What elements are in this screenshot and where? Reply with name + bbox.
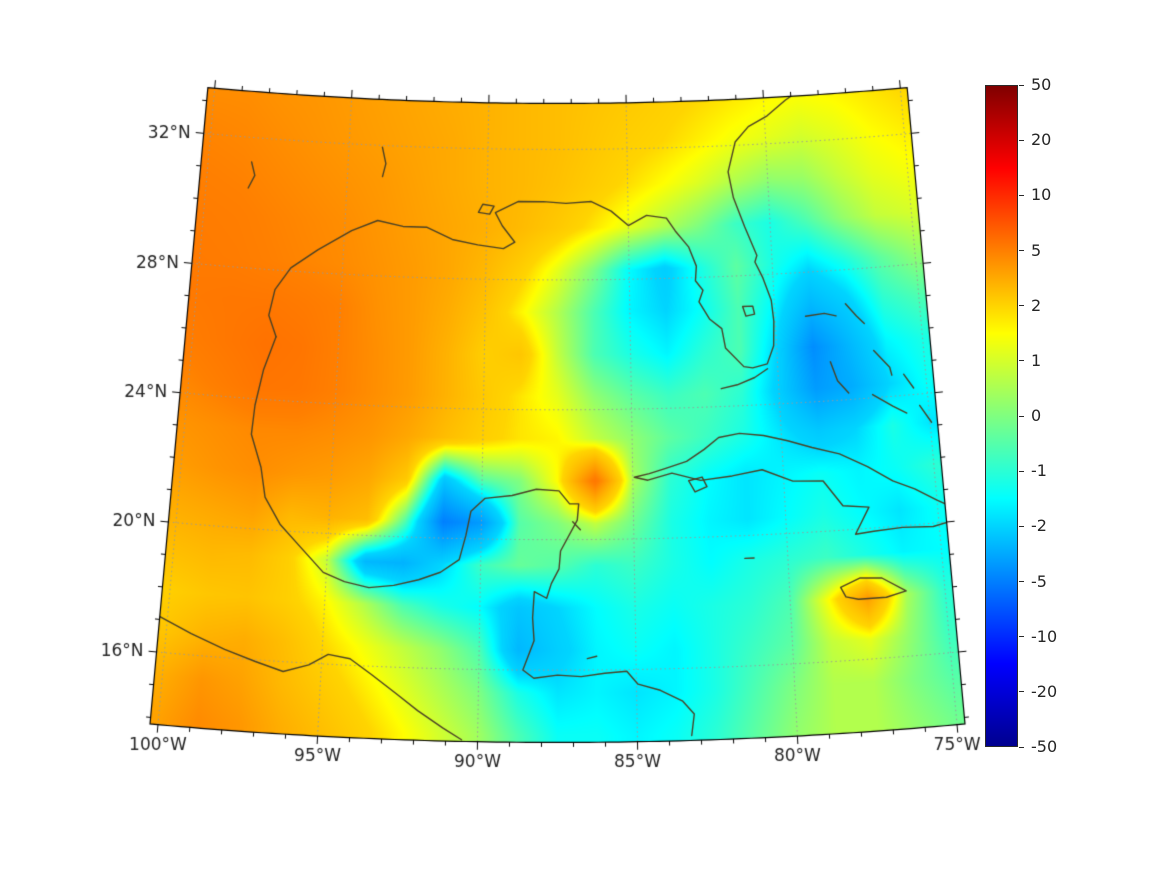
colorbar-tick (1019, 250, 1024, 251)
colorbar-tick-label: -2 (1031, 516, 1047, 536)
colorbar-tick (1019, 525, 1024, 527)
colorbar-tick (1019, 415, 1024, 417)
colorbar-tick-label: -1 (1031, 461, 1047, 481)
colorbar-tick-label: 2 (1031, 295, 1042, 315)
colorbar-tick (1019, 139, 1024, 141)
colorbar-tick-label: -20 (1031, 681, 1058, 701)
colorbar-tick (1019, 360, 1024, 362)
colorbar-tick-label: -5 (1031, 571, 1047, 591)
colorbar-tick-label: 1 (1031, 350, 1042, 370)
colorbar-tick (1019, 194, 1024, 196)
colorbar-tick-label: -50 (1031, 737, 1058, 756)
colorbar-tick (1019, 746, 1024, 748)
colorbar-tick-label: 10 (1031, 185, 1052, 205)
colorbar-tick-label: 0 (1031, 406, 1042, 425)
colorbar-tick (1019, 84, 1024, 86)
colorbar-tick-label: -10 (1031, 626, 1058, 646)
colorbar-tick (1019, 470, 1024, 472)
colorbar-tick-label: 50 (1031, 75, 1052, 94)
colorbar-tick (1019, 581, 1024, 582)
colorbar-tick (1019, 691, 1024, 693)
colorbar-gradient (985, 85, 1018, 747)
colorbar-tick (1019, 636, 1024, 638)
colorbar-tick-label: 5 (1031, 240, 1042, 260)
colorbar: 50 20 10 5 2 1 0 -1 -2 -5 -10 -20 -50 (985, 75, 1080, 756)
colorbar-tick (1019, 305, 1024, 307)
colorbar-tick-label: 20 (1031, 130, 1052, 150)
